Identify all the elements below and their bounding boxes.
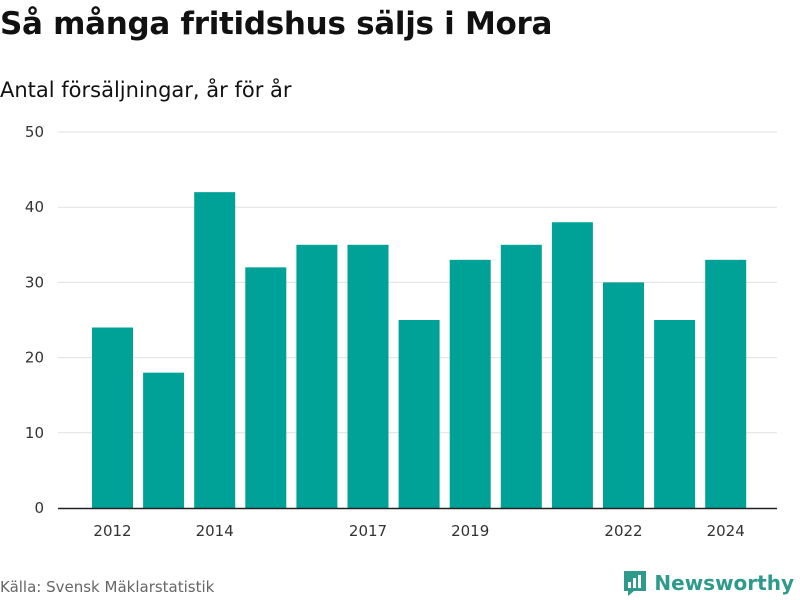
x-tick-label: 2019 xyxy=(451,522,489,540)
x-tick-label: 2024 xyxy=(707,522,745,540)
source-note: Källa: Svensk Mäklarstatistik xyxy=(0,578,215,596)
chart-subtitle: Antal försäljningar, år för år xyxy=(0,78,292,102)
bar-2013 xyxy=(143,372,185,508)
chart-title: Så många fritidshus säljs i Mora xyxy=(0,6,553,42)
bar-2021 xyxy=(551,222,593,509)
y-tick-label: 50 xyxy=(25,123,44,141)
newsworthy-logo-icon xyxy=(624,571,647,596)
x-tick-label: 2012 xyxy=(93,522,131,540)
x-tick-label: 2017 xyxy=(349,522,387,540)
bar-2022 xyxy=(603,282,644,508)
bar-2016 xyxy=(296,244,338,509)
bar-2012 xyxy=(92,327,133,508)
bar-2023 xyxy=(654,320,696,508)
bar-2014 xyxy=(194,192,236,508)
y-tick-label: 40 xyxy=(25,198,44,216)
bar-2020 xyxy=(500,244,542,509)
bar-2018 xyxy=(398,320,440,508)
bar-2017 xyxy=(347,244,389,509)
newsworthy-brand-link[interactable]: Newsworthy xyxy=(622,569,794,597)
y-tick-label: 20 xyxy=(25,349,44,367)
y-tick-label: 30 xyxy=(25,273,44,291)
y-tick-label: 0 xyxy=(34,499,44,517)
y-tick-label: 10 xyxy=(25,424,44,442)
bar-2019 xyxy=(449,259,491,508)
bar-2015 xyxy=(245,267,287,508)
brand-name: Newsworthy xyxy=(654,571,794,595)
x-tick-label: 2014 xyxy=(196,522,234,540)
bar-2024 xyxy=(705,259,747,508)
x-tick-label: 2022 xyxy=(604,522,642,540)
